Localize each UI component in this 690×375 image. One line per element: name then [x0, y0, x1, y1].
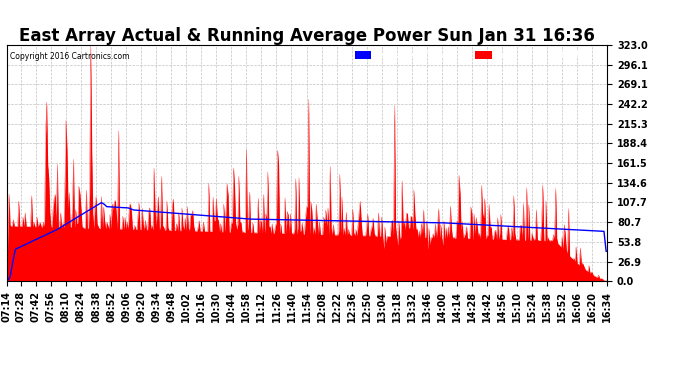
Legend: Average  (DC Watts), East Array  (DC Watts): Average (DC Watts), East Array (DC Watts…: [353, 49, 603, 62]
Text: Copyright 2016 Cartronics.com: Copyright 2016 Cartronics.com: [10, 52, 130, 61]
Title: East Array Actual & Running Average Power Sun Jan 31 16:36: East Array Actual & Running Average Powe…: [19, 27, 595, 45]
